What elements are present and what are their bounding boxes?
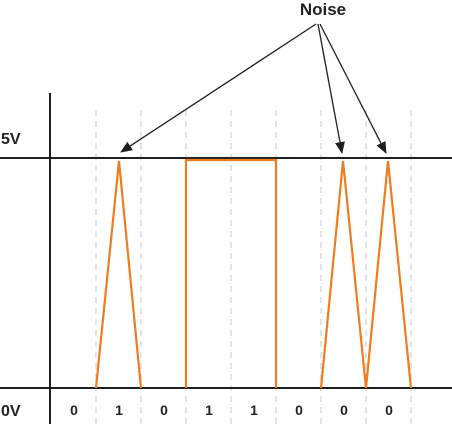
bit-label: 1 — [205, 402, 213, 418]
noise-arrow-2 — [317, 23, 345, 154]
bit-label: 0 — [70, 402, 78, 418]
bit-label: 1 — [250, 402, 258, 418]
bit-label: 0 — [295, 402, 303, 418]
noise-arrow-3 — [319, 23, 387, 154]
low-voltage-label: 0V — [1, 403, 21, 420]
high-voltage-label: 5V — [1, 131, 21, 148]
square-pulse — [184, 158, 278, 388]
bit-label: 1 — [115, 402, 123, 418]
noise-label: Noise — [300, 0, 346, 19]
bit-label: 0 — [340, 402, 348, 418]
bit-label: 0 — [385, 402, 393, 418]
noise-arrow-1 — [120, 23, 317, 153]
bit-labels: 0 1 0 1 1 0 0 0 — [70, 402, 393, 418]
bit-label: 0 — [160, 402, 168, 418]
noise-spike-1 — [94, 160, 143, 389]
noise-spike-2-3 — [319, 160, 413, 389]
